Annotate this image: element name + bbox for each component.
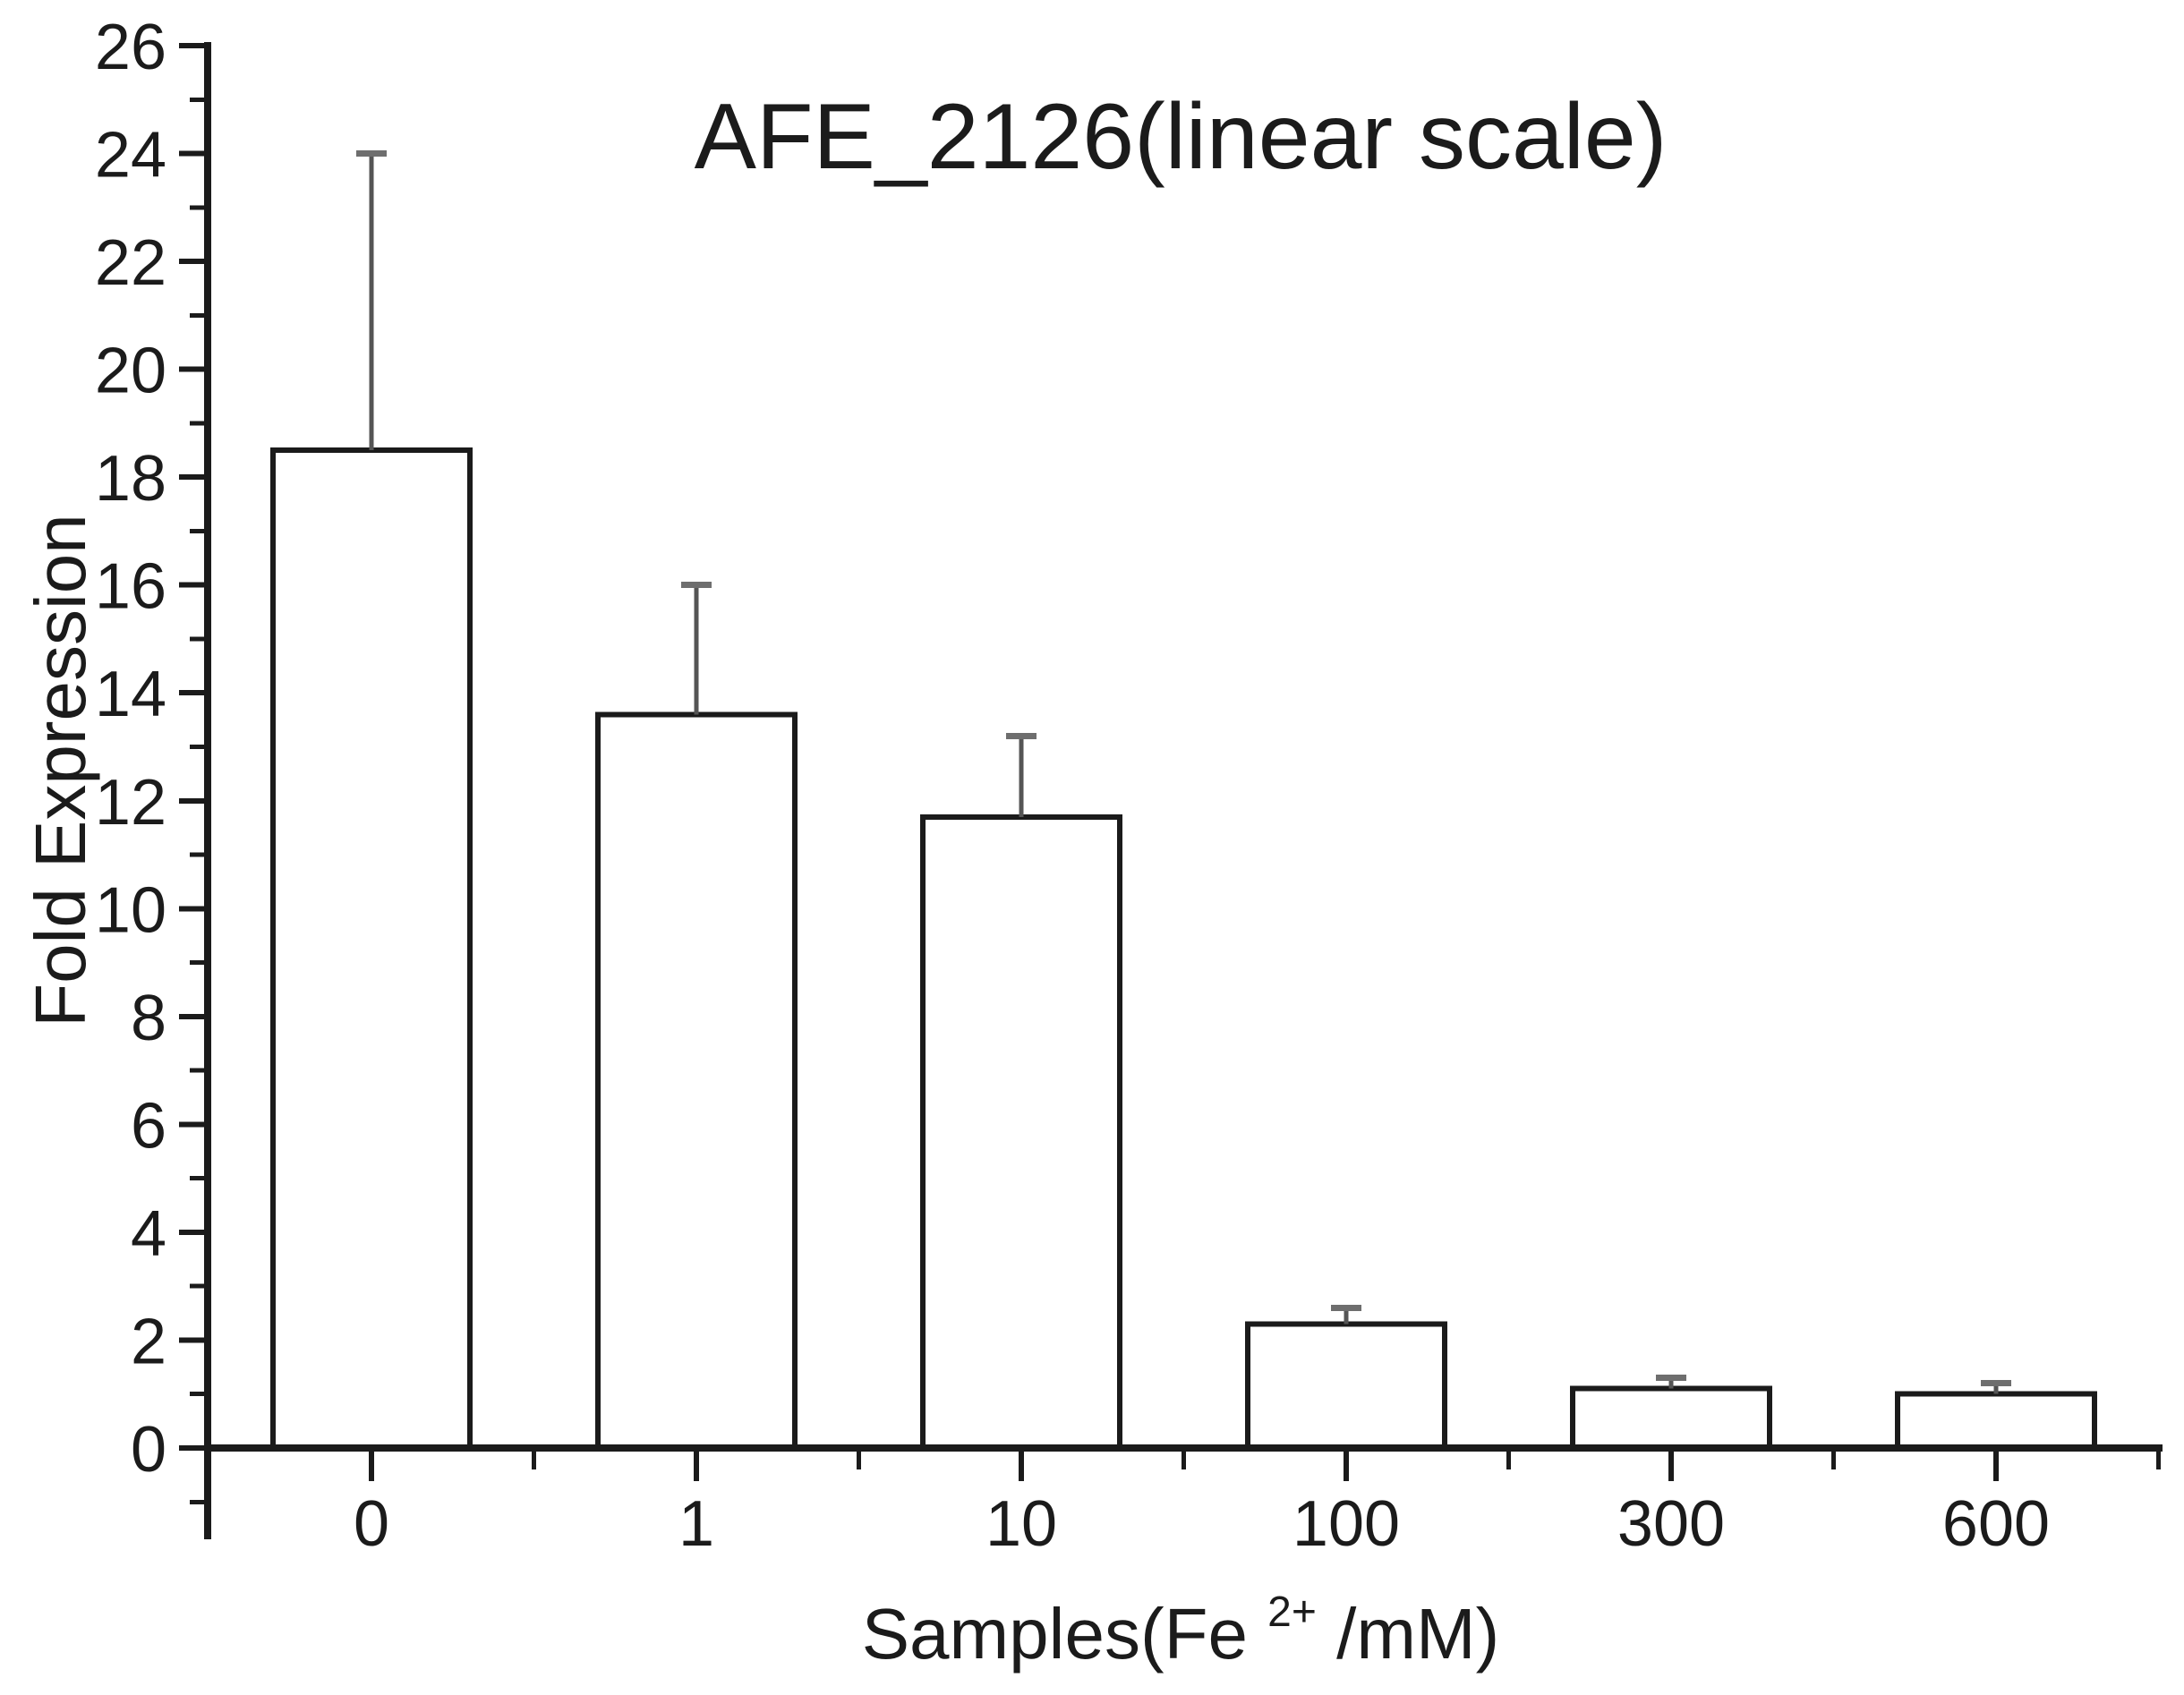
y-tick-label: 20 bbox=[95, 336, 166, 407]
x-tick-label: 100 bbox=[1292, 1488, 1400, 1560]
y-tick-label: 2 bbox=[131, 1306, 166, 1377]
x-tick-label: 0 bbox=[354, 1488, 389, 1560]
x-axis-title-main: Samples(Fe bbox=[862, 1594, 1248, 1674]
y-tick-label: 16 bbox=[95, 551, 166, 623]
x-axis-title-superscript: 2+ bbox=[1267, 1589, 1317, 1636]
y-tick-label: 12 bbox=[95, 767, 166, 839]
bar bbox=[920, 813, 1122, 1451]
axes-layer bbox=[179, 42, 2163, 1539]
x-axis-title-unit: /mM) bbox=[1336, 1594, 1499, 1674]
y-tick-label: 6 bbox=[131, 1090, 166, 1162]
y-axis-title: Fold Expression bbox=[21, 514, 100, 1027]
bar bbox=[270, 447, 473, 1451]
y-tick-label: 4 bbox=[131, 1198, 166, 1270]
x-tick-label: 10 bbox=[985, 1488, 1057, 1560]
y-tick-label: 18 bbox=[95, 443, 166, 515]
chart-title: AFE_2126(linear scale) bbox=[695, 85, 1668, 189]
bar bbox=[1245, 1321, 1447, 1451]
y-tick-label: 24 bbox=[95, 120, 166, 192]
x-tick-label: 600 bbox=[1942, 1488, 2050, 1560]
error-bars-layer bbox=[356, 150, 2011, 1394]
y-tick-label: 10 bbox=[95, 874, 166, 946]
y-tick-label: 8 bbox=[131, 983, 166, 1054]
bar bbox=[1895, 1391, 2097, 1451]
x-tick-label: 300 bbox=[1617, 1488, 1725, 1560]
bars-layer bbox=[270, 447, 2097, 1452]
y-tick-label: 0 bbox=[131, 1414, 166, 1486]
y-tick-label: 26 bbox=[95, 12, 166, 83]
x-axis-title: Samples(Fe 2+ /mM) bbox=[862, 1562, 1500, 1674]
y-tick-label: 22 bbox=[95, 227, 166, 299]
bar bbox=[1570, 1385, 1772, 1452]
bar bbox=[595, 711, 798, 1451]
x-tick-label: 1 bbox=[678, 1488, 714, 1560]
y-tick-label: 14 bbox=[95, 659, 166, 730]
